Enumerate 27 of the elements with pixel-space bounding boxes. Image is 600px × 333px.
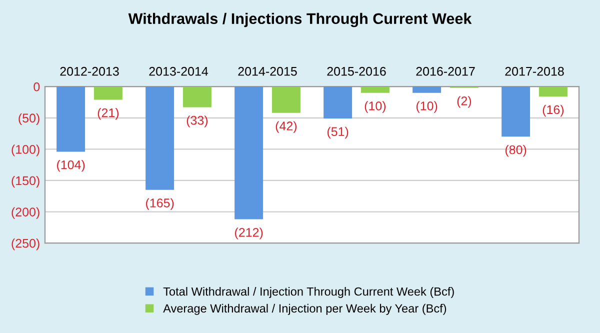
data-label: (2) — [457, 96, 472, 108]
data-label: (51) — [327, 126, 348, 138]
x-tick-label: 2012-2013 — [60, 66, 119, 76]
y-tick-label: (50) — [18, 113, 40, 125]
data-label: (212) — [234, 228, 263, 240]
y-tick-label: (100) — [12, 144, 40, 156]
y-tick-label: (200) — [12, 207, 40, 219]
chart-title: Withdrawals / Injections Through Current Week — [128, 12, 472, 28]
data-label: (10) — [364, 101, 386, 113]
data-label: (80) — [505, 144, 526, 157]
data-label: (21) — [98, 108, 119, 120]
x-tick-label: 2013-2014 — [149, 66, 208, 76]
y-tick-label: (150) — [12, 176, 40, 188]
x-tick-label: 2016-2017 — [416, 66, 475, 76]
x-tick-label: 2015-2016 — [327, 66, 386, 76]
y-tick-label: 0 — [34, 82, 40, 92]
data-label: (10) — [416, 101, 438, 113]
x-tick-label: 2014-2015 — [238, 66, 297, 76]
data-label: (165) — [146, 198, 174, 210]
x-tick-label: 2017-2018 — [505, 66, 564, 76]
legend-label: Average Withdrawal / Injection per Week by Year (Bcf) — [163, 304, 446, 315]
data-label: (33) — [186, 116, 208, 128]
data-label: (42) — [276, 121, 297, 133]
data-label: (16) — [542, 104, 564, 117]
legend-label: Total Withdrawal / Injection Through Current Week (Bcf) — [163, 287, 454, 298]
data-label: (104) — [56, 160, 85, 172]
y-tick-label: (250) — [12, 238, 40, 250]
